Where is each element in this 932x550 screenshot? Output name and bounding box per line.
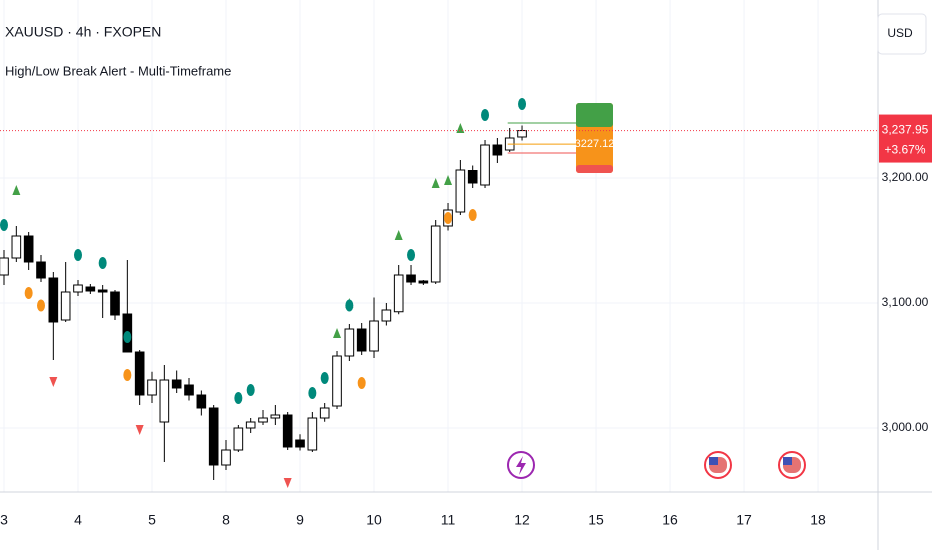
signal-dot bbox=[74, 249, 83, 261]
candle-body bbox=[517, 130, 527, 138]
candle-body bbox=[0, 257, 9, 276]
signal-up bbox=[394, 230, 403, 240]
candle-body bbox=[23, 235, 34, 263]
candle-body bbox=[455, 169, 466, 213]
signal-down bbox=[283, 478, 292, 488]
flag-canton bbox=[783, 457, 792, 465]
signal-dot bbox=[24, 287, 33, 299]
x-tick-label: 15 bbox=[588, 512, 604, 528]
candle-body bbox=[245, 421, 256, 429]
signal-dot bbox=[407, 249, 416, 261]
change-label: +3.67% bbox=[884, 143, 925, 157]
candle-body bbox=[467, 170, 478, 184]
chart-title: XAUUSD · 4h · FXOPEN bbox=[5, 24, 161, 40]
signal-down bbox=[135, 425, 144, 435]
signal-dot bbox=[98, 257, 107, 269]
candle-body bbox=[492, 144, 503, 156]
candle-body bbox=[196, 394, 207, 409]
signal-dot bbox=[36, 299, 45, 312]
level-label: 3227.12 bbox=[575, 138, 615, 150]
candle-body bbox=[147, 379, 157, 396]
y-tick-label: 3,100.00 bbox=[882, 295, 929, 309]
level-box-low bbox=[576, 165, 613, 173]
lightning bbox=[516, 456, 526, 475]
candle-body bbox=[11, 235, 22, 259]
x-tick-label: 12 bbox=[514, 512, 530, 528]
x-tick-label: 17 bbox=[736, 512, 752, 528]
signal-dot bbox=[123, 331, 132, 343]
x-tick-label: 10 bbox=[366, 512, 382, 528]
signal-dot bbox=[0, 219, 8, 231]
candle-body bbox=[221, 449, 231, 466]
candle-body bbox=[295, 439, 305, 448]
candle-body bbox=[418, 280, 429, 284]
signal-dot bbox=[345, 299, 354, 312]
currency-label[interactable]: USD bbox=[887, 26, 913, 40]
candle-body bbox=[356, 328, 367, 352]
x-tick-label: 8 bbox=[222, 512, 230, 528]
candle-body bbox=[134, 351, 145, 396]
x-tick-label: 16 bbox=[662, 512, 678, 528]
candle-body bbox=[208, 407, 219, 466]
level-box-high bbox=[576, 103, 613, 127]
last-price-label: 3,237.95 bbox=[882, 123, 929, 137]
candle-body bbox=[233, 427, 244, 451]
candle-body bbox=[85, 286, 96, 292]
candle-body bbox=[110, 291, 120, 316]
event-icons bbox=[507, 451, 806, 479]
x-tick-label: 4 bbox=[74, 512, 82, 528]
last-price-tag bbox=[879, 114, 932, 163]
candle-body bbox=[270, 414, 281, 419]
candle-body bbox=[258, 417, 268, 423]
candle-body bbox=[344, 328, 355, 357]
x-tick-label: 9 bbox=[296, 512, 304, 528]
flag-canton bbox=[709, 457, 718, 465]
signal-up bbox=[431, 178, 440, 188]
currency-button[interactable] bbox=[877, 13, 927, 55]
signal-dot bbox=[444, 212, 453, 224]
candle-body bbox=[430, 225, 441, 283]
signal-dot bbox=[481, 109, 490, 121]
signal-dot bbox=[320, 372, 329, 384]
signal-dot bbox=[234, 392, 243, 404]
indicator-name[interactable]: High/Low Break Alert - Multi-Timeframe bbox=[5, 63, 231, 78]
candle-body bbox=[282, 414, 293, 448]
candle-body bbox=[184, 384, 194, 396]
candle-body bbox=[159, 379, 170, 423]
signal-down bbox=[49, 377, 58, 387]
grid bbox=[0, 0, 878, 492]
candle-body bbox=[406, 274, 416, 283]
plot: 3227.12 bbox=[0, 98, 878, 488]
candle-body bbox=[369, 320, 379, 352]
signal-dot bbox=[357, 377, 366, 389]
signal-up bbox=[444, 175, 453, 185]
y-tick-label: 3,000.00 bbox=[882, 420, 929, 434]
candle-body bbox=[36, 261, 46, 279]
candle-body bbox=[381, 309, 392, 322]
signal-up bbox=[12, 185, 21, 195]
candle-body bbox=[60, 291, 71, 321]
signal-dot bbox=[308, 387, 317, 399]
candle-body bbox=[332, 355, 342, 407]
signal-dot bbox=[468, 209, 477, 221]
signal-dot bbox=[123, 369, 132, 381]
candle-body bbox=[48, 277, 59, 323]
x-tick-label: 5 bbox=[148, 512, 156, 528]
signal-dot bbox=[518, 98, 527, 110]
x-tick-label: 3 bbox=[0, 512, 8, 528]
signal-up bbox=[333, 328, 342, 338]
x-tick-label: 11 bbox=[441, 512, 456, 528]
candle-body bbox=[319, 407, 330, 419]
y-tick-label: 3,200.00 bbox=[882, 170, 929, 184]
signal-dot bbox=[246, 384, 255, 396]
candle-body bbox=[171, 379, 182, 389]
candle-body bbox=[480, 144, 490, 186]
candle-body bbox=[97, 289, 108, 293]
candle-body bbox=[73, 284, 83, 293]
x-tick-label: 18 bbox=[810, 512, 826, 528]
candle-body bbox=[393, 274, 404, 313]
candle-body bbox=[307, 417, 318, 451]
